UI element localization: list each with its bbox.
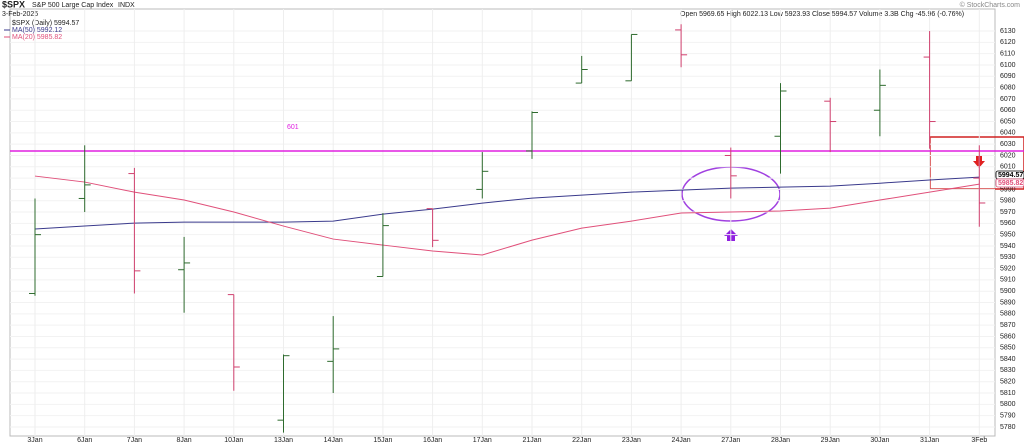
moving-average	[34, 175, 980, 256]
legend-label: MA(20) 5985.82	[12, 34, 62, 41]
legend-label: MA(50) 5992.12	[12, 27, 62, 34]
y-tick-label: 5860	[1000, 333, 1016, 340]
x-tick-label: 15Jan	[373, 437, 392, 444]
annotation: 601	[287, 124, 299, 131]
subtitle: S&P 500 Large Cap Index	[32, 2, 114, 9]
y-tick-label: 5960	[1000, 220, 1016, 227]
exchange: INDX	[118, 2, 135, 9]
x-tick-label: 13Jan	[274, 437, 293, 444]
x-tick-label: 30Jan	[870, 437, 889, 444]
x-tick-label: 7Jan	[127, 437, 142, 444]
x-tick-label: 3Jan	[27, 437, 42, 444]
x-tick-label: 8Jan	[177, 437, 192, 444]
y-tick-label: 5840	[1000, 356, 1016, 363]
y-tick-label: 6130	[1000, 28, 1016, 35]
y-tick-label: 6060	[1000, 107, 1016, 114]
y-tick-label: 5940	[1000, 243, 1016, 250]
y-tick-label: 6010	[1000, 164, 1016, 171]
last-price-box	[995, 178, 1024, 188]
x-tick-label: 27Jan	[721, 437, 740, 444]
y-tick-label: 5830	[1000, 367, 1016, 374]
y-tick-label: 5970	[1000, 209, 1016, 216]
x-tick-label: 21Jan	[522, 437, 541, 444]
symbol: $SPX	[2, 0, 25, 9]
x-tick-label: 28Jan	[771, 437, 790, 444]
y-tick-label: 5920	[1000, 265, 1016, 272]
y-tick-label: 6030	[1000, 141, 1016, 148]
y-tick-label: 5820	[1000, 379, 1016, 386]
y-tick-label: 5950	[1000, 231, 1016, 238]
x-tick-label: 14Jan	[324, 437, 343, 444]
y-tick-label: 6120	[1000, 39, 1016, 46]
moving-average	[34, 176, 980, 230]
x-tick-label: 3Feb	[971, 437, 987, 444]
y-tick-label: 6050	[1000, 118, 1016, 125]
y-tick-label: 6020	[1000, 152, 1016, 159]
x-tick-label: 17Jan	[473, 437, 492, 444]
y-tick-label: 5890	[1000, 299, 1016, 306]
y-tick-label: 5780	[1000, 424, 1016, 431]
x-tick-label: 23Jan	[622, 437, 641, 444]
x-tick-label: 10Jan	[224, 437, 243, 444]
last-price-label: 5985.82	[998, 180, 1023, 187]
y-tick-label: 5790	[1000, 412, 1016, 419]
x-tick-label: 22Jan	[572, 437, 591, 444]
x-tick-label: 24Jan	[672, 437, 691, 444]
y-tick-label: 6080	[1000, 84, 1016, 91]
x-tick-label: 29Jan	[821, 437, 840, 444]
date: 3-Feb-2026	[2, 11, 38, 18]
y-tick-label: 6090	[1000, 73, 1016, 80]
y-tick-label: 6110	[1000, 51, 1015, 58]
x-tick-label: 16Jan	[423, 437, 442, 444]
y-tick-label: 6100	[1000, 62, 1016, 69]
y-tick-label: 5980	[1000, 198, 1016, 205]
y-tick-label: 5800	[1000, 401, 1016, 408]
y-tick-label: 5880	[1000, 311, 1016, 318]
y-tick-label: 5900	[1000, 288, 1016, 295]
y-tick-label: 6040	[1000, 130, 1016, 137]
y-tick-label: 5990	[1000, 186, 1016, 193]
x-tick-label: 6Jan	[77, 437, 92, 444]
copyright: © StockCharts.com	[960, 1, 1021, 9]
y-tick-label: 5910	[1000, 277, 1016, 284]
y-tick-label: 5810	[1000, 390, 1016, 397]
y-tick-label: 5870	[1000, 322, 1016, 329]
x-tick-label: 31Jan	[920, 437, 939, 444]
price-legend: $SPX (Daily) 5994.57	[12, 20, 79, 27]
y-tick-label: 5930	[1000, 254, 1016, 261]
quote: Open 5969.65 High 6022.13 Low 5923.93 Cl…	[680, 11, 964, 18]
y-tick-label: 5850	[1000, 345, 1016, 352]
last-price-label: 5994.57	[998, 172, 1023, 179]
y-tick-label: 6070	[1000, 96, 1016, 103]
